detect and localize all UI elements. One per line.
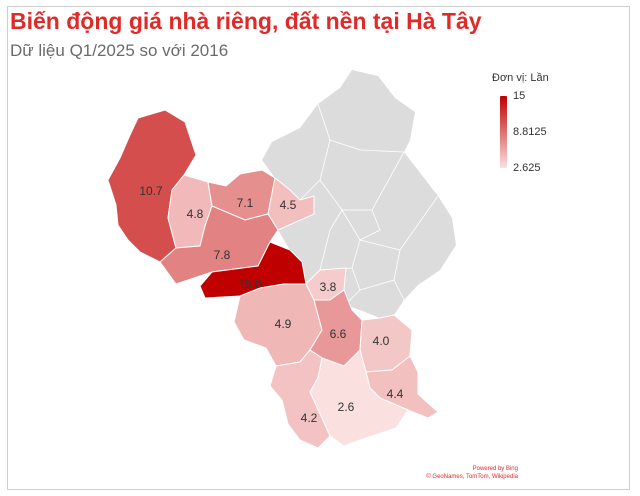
district-border: [329, 209, 343, 231]
legend-mid-label: 8.8125: [513, 126, 547, 138]
value-label-r3: 7.1: [237, 196, 254, 210]
value-label-r12: 4.2: [301, 411, 318, 425]
hanoi-no-data-region: [262, 70, 456, 318]
page-subtitle: Dữ liệu Q1/2025 so với 2016: [10, 41, 229, 60]
legend-title: Đơn vị: Lần: [492, 72, 549, 84]
district-border: [319, 229, 331, 271]
district-border: [359, 209, 381, 241]
district-border: [341, 195, 439, 251]
value-label-r1: 10.7: [139, 184, 163, 198]
page-title: Biến động giá nhà riêng, đất nền tại Hà …: [10, 8, 482, 34]
value-label-r5: 7.8: [214, 248, 231, 262]
value-label-r7: 3.8: [320, 280, 337, 294]
legend-min-label: 2.625: [513, 162, 541, 174]
value-label-r10: 4.0: [373, 334, 390, 348]
value-labels: 10.7 4.8 7.1 4.5 7.8 15.0 3.8 4.9 6.6 4.…: [139, 184, 403, 425]
value-label-r13: 2.6: [338, 400, 355, 414]
region-layer: [107, 109, 439, 449]
legend-max-label: 15: [513, 90, 526, 102]
value-label-r8: 4.9: [275, 317, 292, 331]
district-border: [359, 279, 395, 291]
value-label-r6: 15.0: [238, 277, 262, 291]
value-label-r4: 4.5: [280, 198, 297, 212]
value-label-r9: 6.6: [330, 327, 347, 341]
no-data-area: [262, 70, 456, 318]
district-borders: [299, 103, 439, 306]
district-border: [299, 179, 321, 201]
district-border: [317, 103, 405, 153]
value-label-r2: 4.8: [187, 207, 204, 221]
legend-color-scale: [500, 96, 507, 168]
powered-by-credit: Powered by Bing: [472, 466, 518, 472]
attribution-credit: © GeoNames, TomTom, Wikipedia: [426, 474, 518, 480]
value-label-r11: 4.4: [387, 387, 404, 401]
region-r13[interactable]: [309, 349, 409, 447]
